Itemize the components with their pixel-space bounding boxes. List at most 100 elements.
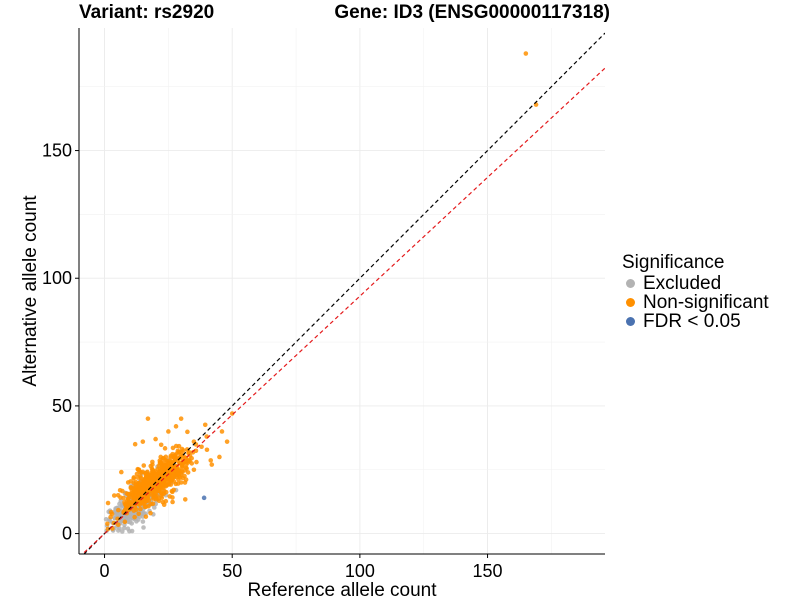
point-non-significant [202, 422, 208, 428]
point-non-significant [155, 486, 161, 492]
legend-label-excluded: Excluded [643, 273, 722, 294]
point-non-significant [159, 461, 164, 466]
point-non-significant [151, 484, 157, 490]
point-non-significant [134, 471, 140, 477]
point-non-significant [143, 504, 149, 510]
x-axis-title: Reference allele count [247, 580, 437, 600]
point-non-significant [131, 487, 137, 493]
data-points [103, 51, 539, 534]
point-excluded [121, 525, 127, 531]
point-non-significant [176, 477, 181, 482]
point-non-significant [175, 471, 181, 477]
point-non-significant [170, 451, 175, 457]
point-non-significant [185, 458, 191, 464]
legend-dot-non-significant [626, 298, 635, 307]
point-non-significant [229, 411, 235, 416]
legend-dot-fdr [626, 317, 635, 326]
point-non-significant [137, 487, 143, 492]
point-non-significant [142, 470, 148, 476]
point-non-significant [180, 475, 186, 481]
legend-item-fdr: FDR < 0.05 [622, 312, 769, 331]
point-non-significant [131, 475, 137, 480]
point-non-significant [173, 424, 179, 429]
legend: Significance Excluded Non-significant FD… [622, 252, 769, 331]
x-tick-label: 150 [473, 561, 503, 581]
x-tick-label: 50 [222, 561, 242, 581]
y-tick-label: 50 [52, 396, 72, 416]
point-non-significant [523, 51, 529, 56]
point-non-significant [162, 446, 168, 451]
point-non-significant [105, 526, 111, 532]
point-non-significant [178, 480, 184, 485]
point-non-significant [111, 493, 117, 498]
point-non-significant [132, 505, 138, 510]
y-tick-label: 100 [42, 268, 72, 288]
point-non-significant [123, 503, 129, 508]
point-non-significant [191, 467, 197, 473]
point-non-significant [146, 483, 151, 488]
point-non-significant [171, 487, 176, 493]
legend-item-excluded: Excluded [622, 274, 769, 293]
point-non-significant [184, 466, 189, 471]
reference-line [83, 32, 605, 554]
legend-label-fdr: FDR < 0.05 [643, 311, 741, 332]
legend-item-non-significant: Non-significant [622, 293, 769, 312]
point-non-significant [170, 499, 175, 505]
point-non-significant [182, 497, 188, 502]
point-non-significant [208, 458, 214, 463]
point-non-significant [117, 487, 123, 493]
legend-dot-excluded [626, 279, 635, 288]
point-non-significant [186, 449, 192, 455]
point-non-significant [149, 491, 154, 496]
point-non-significant [173, 443, 179, 449]
point-non-significant [131, 480, 137, 486]
point-excluded [134, 519, 139, 524]
point-non-significant [136, 492, 142, 498]
point-non-significant [111, 520, 117, 526]
point-non-significant [156, 470, 162, 475]
point-non-significant [219, 429, 225, 434]
axis-ticks: 0 50 100 150 0 50 100 150 [42, 141, 503, 581]
point-non-significant [178, 416, 184, 421]
point-excluded [140, 519, 146, 524]
point-non-significant [164, 482, 169, 488]
point-non-significant [169, 470, 175, 476]
point-non-significant [194, 459, 199, 465]
point-non-significant [179, 450, 184, 455]
x-tick-label: 0 [100, 561, 110, 581]
point-non-significant [161, 502, 167, 508]
point-non-significant [142, 478, 148, 484]
point-non-significant [148, 463, 154, 469]
point-non-significant [136, 511, 142, 517]
point-non-significant [153, 490, 158, 496]
point-fdr-0-05 [201, 495, 207, 501]
point-non-significant [171, 479, 177, 484]
point-non-significant [148, 510, 153, 516]
point-non-significant [109, 511, 115, 517]
point-non-significant [115, 516, 120, 522]
point-non-significant [170, 495, 175, 500]
point-non-significant [158, 454, 164, 460]
point-non-significant [136, 467, 141, 473]
point-excluded [103, 516, 109, 522]
point-non-significant [185, 470, 191, 475]
point-non-significant [122, 519, 128, 525]
point-non-significant [115, 522, 121, 527]
point-non-significant [148, 501, 153, 507]
point-non-significant [166, 476, 171, 481]
point-non-significant [190, 450, 196, 455]
point-non-significant [146, 497, 152, 503]
point-excluded [129, 528, 135, 534]
point-non-significant [125, 496, 131, 502]
point-non-significant [158, 442, 164, 448]
point-non-significant [204, 447, 210, 453]
point-non-significant [105, 521, 110, 527]
point-non-significant [148, 474, 153, 479]
point-excluded [116, 528, 121, 533]
point-non-significant [141, 485, 146, 491]
point-non-significant [163, 489, 169, 495]
point-non-significant [136, 481, 141, 486]
point-non-significant [137, 500, 143, 505]
gene-title: Gene: ID3 (ENSG00000117318) [334, 2, 610, 23]
